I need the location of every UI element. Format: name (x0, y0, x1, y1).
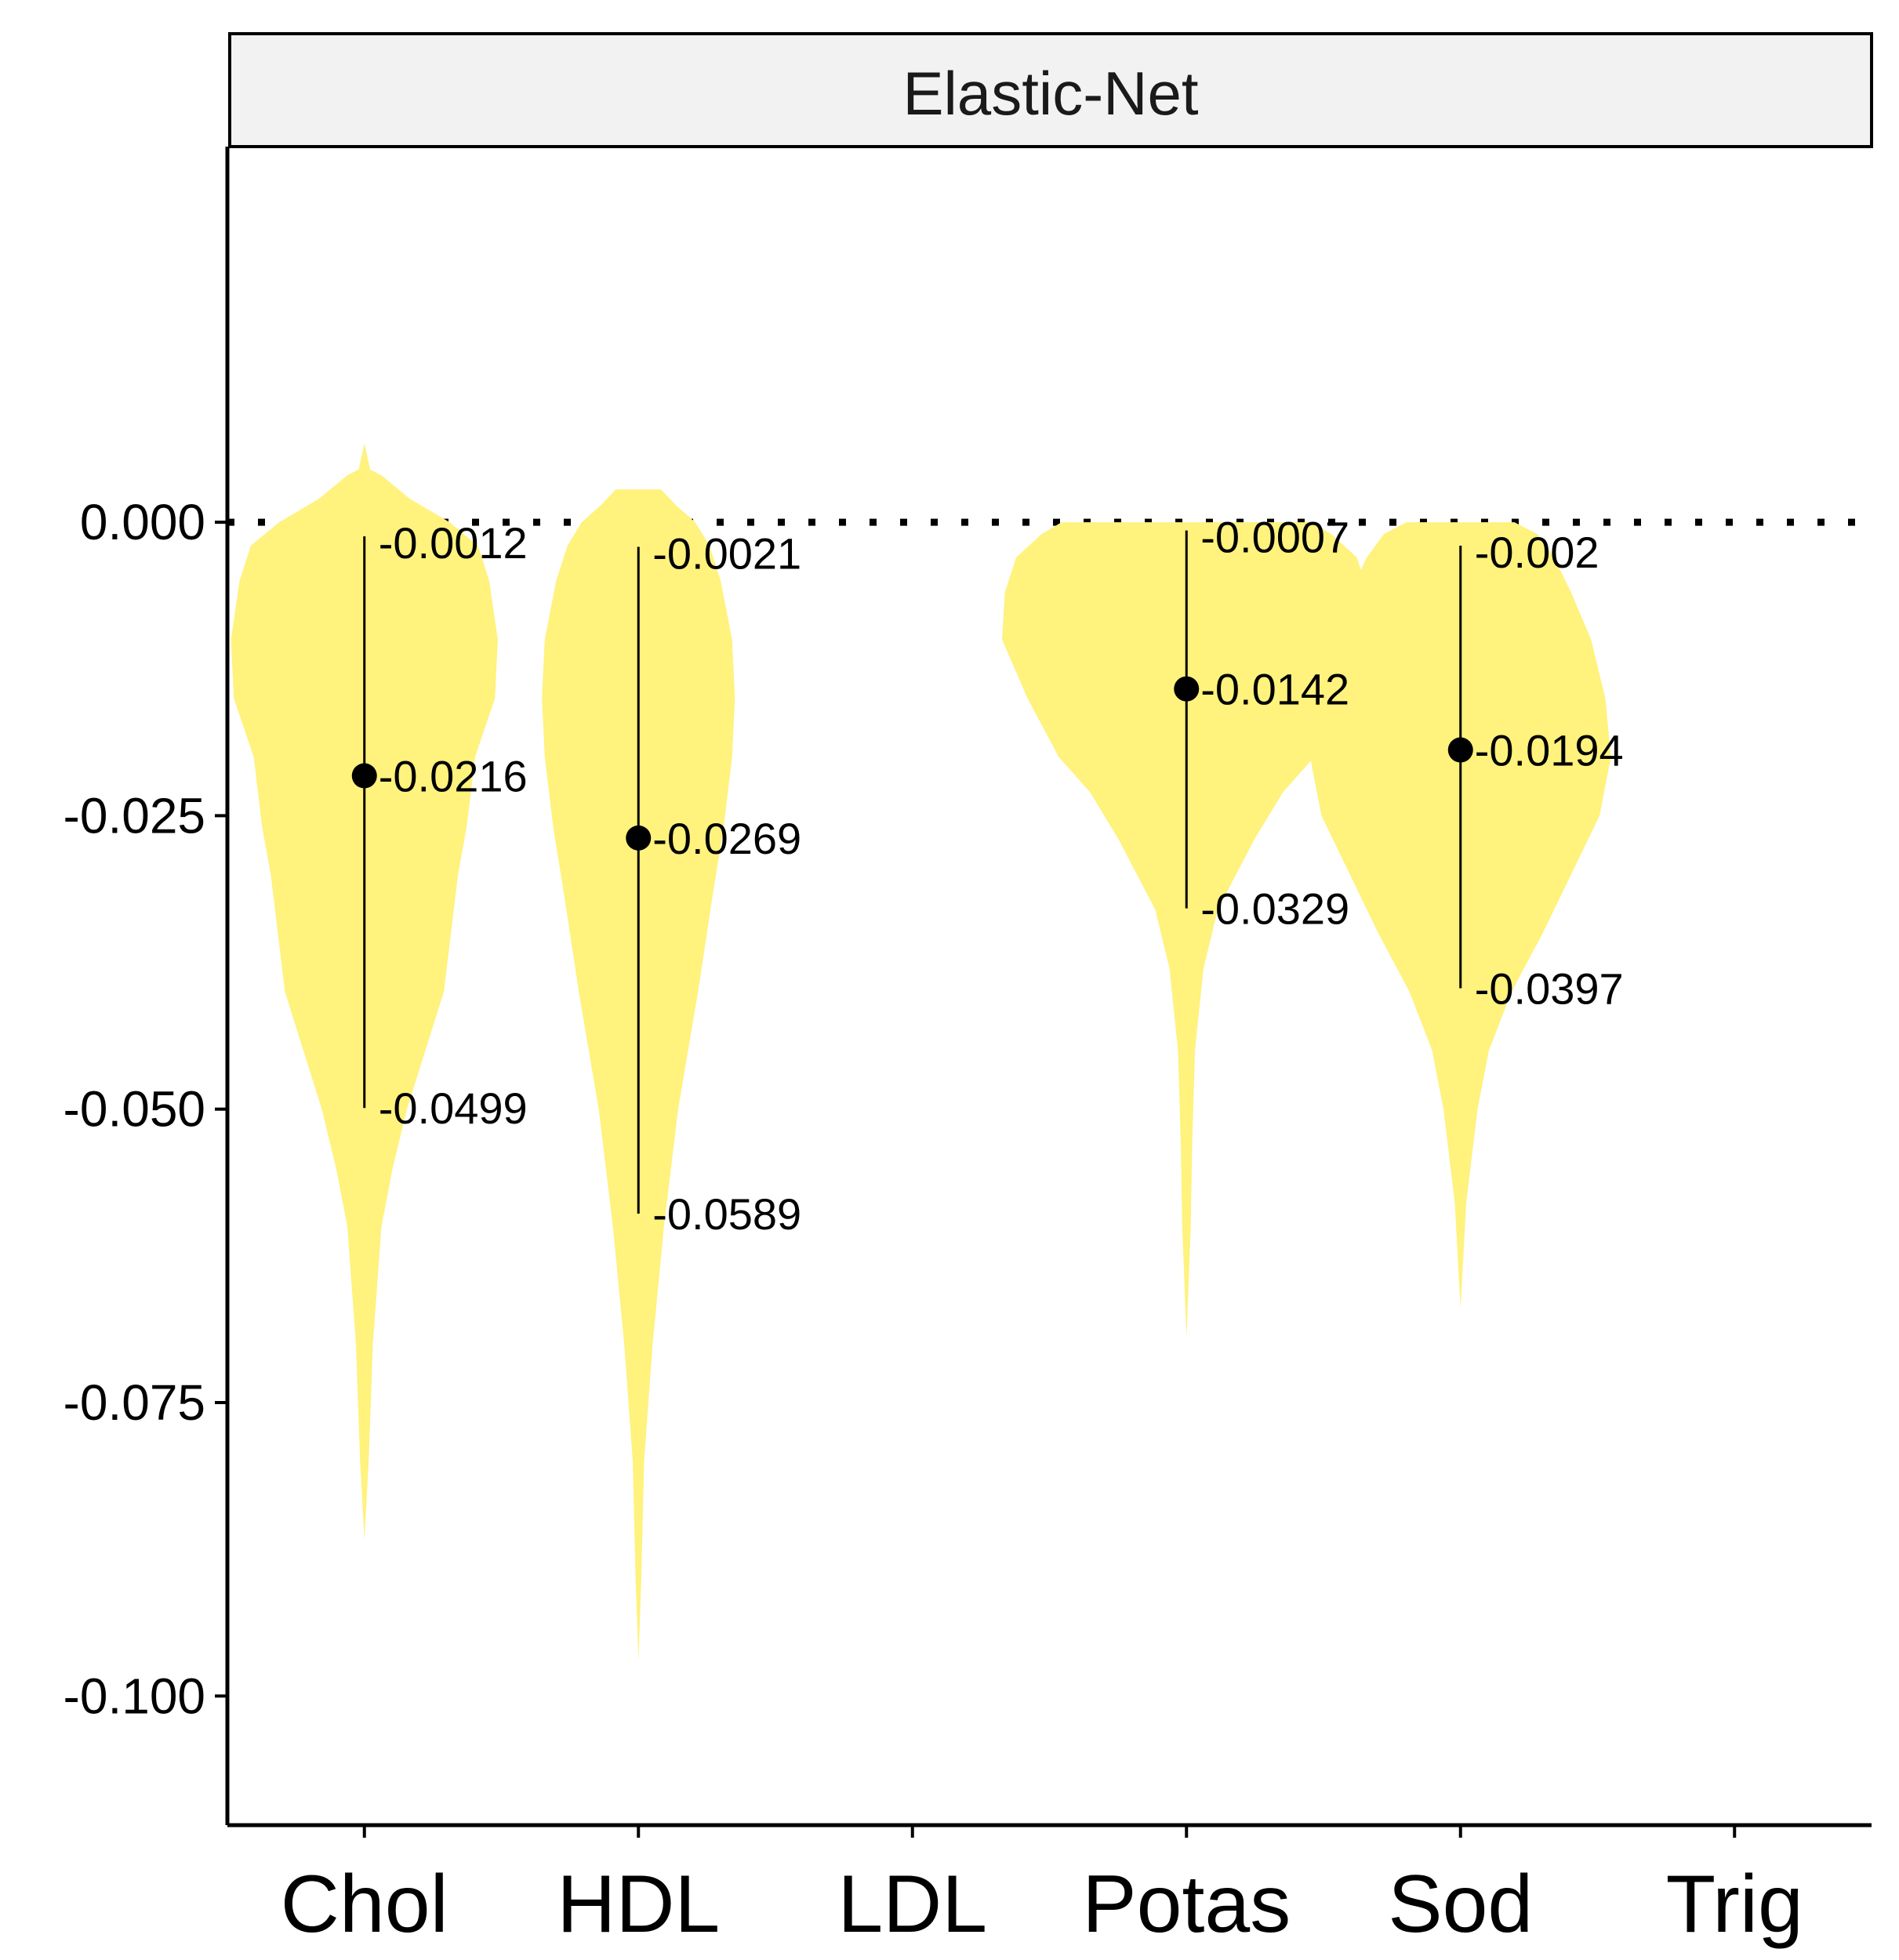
label-median-hdl: -0.0269 (652, 814, 801, 863)
axes-layer: 0.000 -0.025 -0.050 -0.075 -0.100 Chol HDL LDL P… (64, 147, 1872, 1950)
y-tick-label: -0.075 (64, 1374, 205, 1431)
label-upper-hdl: -0.0021 (652, 529, 801, 579)
label-median-potas: -0.0142 (1200, 665, 1349, 714)
label-median-chol: -0.0216 (379, 752, 528, 801)
x-tick-label: Chol (281, 1859, 448, 1950)
label-lower-potas: -0.0329 (1200, 884, 1349, 934)
label-upper-potas: -0.0007 (1200, 513, 1349, 562)
data-labels-layer: -0.0012 -0.0216 -0.0499 -0.0021 -0.0269 -0.05… (379, 513, 1624, 1239)
facet-label: Elastic-Net (902, 59, 1198, 128)
label-lower-chol: -0.0499 (379, 1083, 528, 1133)
label-lower-hdl: -0.0589 (652, 1189, 801, 1239)
x-tick-label: Sod (1388, 1859, 1533, 1950)
facet-strip-box (228, 32, 1873, 148)
violin-layer (231, 443, 1611, 1661)
facet-strip: Elastic-Net (228, 32, 1873, 148)
median-point-chol (351, 763, 377, 789)
median-point-potas (1174, 676, 1200, 702)
y-tick-label: -0.025 (64, 787, 205, 844)
interval-marks-layer (351, 530, 1473, 1214)
x-tick-label: LDL (837, 1859, 987, 1950)
label-median-sod: -0.0194 (1475, 726, 1624, 775)
label-upper-chol: -0.0012 (379, 518, 528, 568)
median-point-sod (1447, 737, 1473, 763)
x-tick-label: Trig (1666, 1859, 1803, 1950)
median-point-hdl (626, 825, 652, 851)
label-lower-sod: -0.0397 (1475, 964, 1624, 1013)
y-tick-label: 0.000 (80, 494, 205, 550)
violin-potas (1002, 522, 1371, 1338)
y-tick-label: -0.100 (64, 1668, 205, 1724)
y-tick-label: -0.050 (64, 1081, 205, 1138)
x-tick-label: HDL (557, 1859, 720, 1950)
label-upper-sod: -0.002 (1475, 528, 1599, 577)
x-tick-label: Potas (1082, 1859, 1291, 1950)
